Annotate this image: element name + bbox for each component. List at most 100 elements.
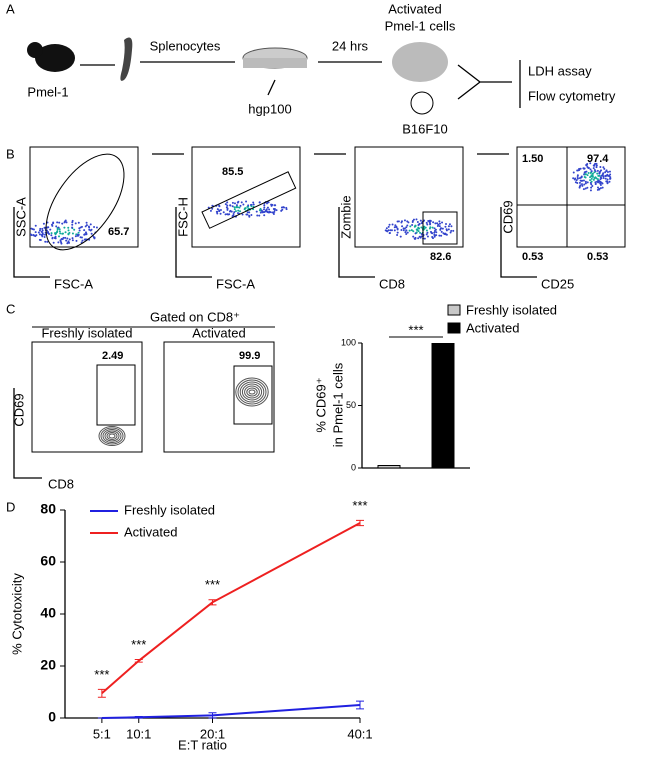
event-dot (259, 211, 262, 214)
event-dot (283, 206, 286, 209)
event-dot (576, 174, 579, 177)
event-dot (429, 226, 432, 229)
event-dot (447, 225, 450, 228)
event-dot (37, 231, 40, 234)
event-dot (425, 233, 428, 236)
event-dot (232, 213, 235, 216)
event-dot (237, 200, 240, 203)
event-dot (592, 167, 595, 170)
cells-icon (410, 91, 434, 115)
panel-c: C Gated on CD8⁺ CD69 CD8 Freshly isolate… (6, 301, 275, 491)
event-dot (589, 168, 592, 171)
event-dot (252, 203, 255, 206)
legend-swatch (447, 322, 461, 334)
bar (377, 465, 401, 469)
event-dot (71, 226, 74, 229)
cells-icon (392, 42, 448, 82)
event-dot (34, 231, 37, 234)
event-dot (248, 214, 251, 217)
event-dot (448, 223, 451, 226)
event-dot (239, 210, 242, 213)
event-dot (233, 206, 236, 209)
event-dot (269, 211, 272, 214)
event-dot (450, 225, 453, 228)
event-dot (419, 231, 422, 234)
event-dot (609, 176, 612, 179)
event-dot (250, 213, 253, 216)
event-dot (71, 232, 74, 235)
gate-value: 0.53 (587, 251, 608, 263)
event-dot (401, 225, 404, 228)
event-dot (77, 231, 80, 234)
legend-swatch (447, 304, 461, 316)
event-dot (219, 212, 222, 215)
event-dot (593, 177, 596, 180)
event-dot (404, 231, 407, 234)
event-dot (388, 232, 391, 235)
event-dot (426, 235, 429, 238)
panel-b: B SSC-A FSC-A 65.7 FSC-H FSC-A 85.5 Zombie CD8 8… (6, 146, 626, 291)
event-dot (29, 233, 32, 236)
event-dot (263, 206, 266, 209)
gate (422, 211, 458, 245)
event-dot (54, 232, 57, 235)
x-tick-label: 20:1 (200, 726, 225, 741)
axis-arrow (500, 207, 537, 278)
y-tick-label: 100 (341, 337, 356, 347)
x-axis-label: CD8 (48, 476, 74, 491)
event-dot (601, 182, 604, 185)
event-dot (393, 226, 396, 229)
event-dot (410, 229, 413, 232)
mouse-icon (27, 42, 43, 58)
event-dot (59, 232, 62, 235)
error-bar (208, 712, 217, 719)
event-dot (229, 204, 232, 207)
event-dot (604, 177, 607, 180)
event-dot (272, 213, 275, 216)
event-dot (262, 208, 265, 211)
event-dot (408, 229, 411, 232)
event-dot (600, 177, 603, 180)
event-dot (412, 218, 415, 221)
contour (98, 426, 126, 446)
event-dot (263, 210, 266, 213)
gate-value: 65.7 (108, 226, 129, 238)
event-dot (594, 182, 597, 185)
contour (106, 432, 118, 440)
event-dot (583, 167, 586, 170)
event-dot (595, 180, 598, 183)
y-axis-label: FSC-H (175, 197, 190, 237)
event-dot (242, 203, 245, 206)
event-dot (67, 229, 70, 232)
event-dot (433, 231, 436, 234)
mouse-label: Pmel-1 (27, 84, 68, 99)
panel-label: B (6, 146, 15, 161)
event-dot (248, 211, 251, 214)
event-dot (211, 207, 214, 210)
event-dot (64, 231, 67, 234)
event-dot (237, 212, 240, 215)
y-tick-label: 0 (351, 462, 356, 472)
event-dot (584, 176, 587, 179)
event-dot (268, 208, 271, 211)
event-dot (430, 231, 433, 234)
event-dot (601, 186, 604, 189)
event-dot (74, 222, 77, 225)
panel-label: A (6, 1, 15, 16)
event-dot (84, 225, 87, 228)
event-dot (419, 236, 422, 239)
event-dot (438, 222, 441, 225)
peptide-label: hgp100 (248, 101, 291, 116)
event-dot (576, 176, 579, 179)
event-dot (61, 232, 64, 235)
event-dot (580, 176, 583, 179)
event-dot (605, 170, 608, 173)
event-dot (405, 232, 408, 235)
error-bar (208, 599, 217, 606)
event-dot (390, 229, 393, 232)
event-dot (608, 180, 611, 183)
event-dot (58, 230, 61, 233)
event-dot (93, 226, 96, 229)
event-dot (83, 233, 86, 236)
event-dot (60, 238, 63, 241)
